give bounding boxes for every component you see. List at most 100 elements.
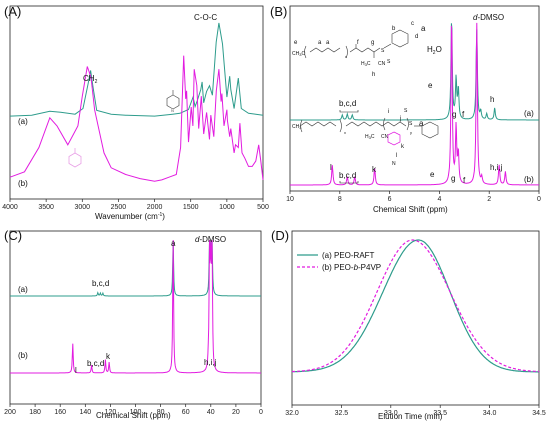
svg-text:l: l	[396, 153, 397, 159]
legend-label-peo-b-p4vp: (b) PEO-b-P4VP	[322, 263, 381, 272]
panel-b-dmso-label: d-DMSO	[473, 13, 504, 22]
panel-b-x-tick-label: 0	[537, 196, 541, 203]
svg-text:e: e	[294, 40, 298, 46]
panel-d-x-tick-label: 32.0	[285, 410, 299, 417]
svg-text:k: k	[401, 144, 405, 150]
panel-c-hij-label: h,i,j	[204, 358, 217, 367]
panel-c-x-tick-label: 180	[29, 409, 41, 416]
panel-b-peak-e2-label: e	[430, 170, 435, 179]
panel-a-pyridine-icon-left	[68, 148, 82, 168]
panel-a-x-tick-label: 500	[257, 204, 269, 211]
svg-text:y: y	[410, 130, 412, 135]
panel-b-peak-g-a-label: g	[452, 110, 456, 119]
panel-b-series-b-label: (b)	[524, 175, 534, 184]
panel-a-xlabel: Wavenumber (cm-1)	[95, 212, 165, 221]
panel-b-peak-hij-label: h,i,j	[490, 163, 503, 172]
panel-a-series-a-label: (a)	[18, 117, 28, 126]
panel-b-frame	[289, 5, 540, 192]
panel-b-bcd-a-label: b,c,d	[339, 99, 356, 108]
panel-b-peak-e-label: e	[428, 81, 433, 90]
panel-c-bcd-b-label: b,c,d	[87, 359, 104, 368]
panel-a-x-tick-label: 2000	[147, 204, 163, 211]
panel-a-coc-label: C-O-C	[194, 13, 217, 22]
svg-text:x: x	[345, 54, 347, 59]
svg-text:f: f	[357, 40, 359, 46]
panel-c-series-b-line	[10, 239, 261, 374]
panel-a-spectra	[9, 22, 264, 182]
svg-text:S: S	[387, 59, 391, 65]
panel-b-bcd-b-label: b,c,d	[339, 171, 356, 180]
panel-b-series-a-line	[290, 23, 539, 121]
svg-text:CH3O: CH3O	[292, 51, 305, 57]
panel-b-peak-a-label: a	[421, 24, 426, 33]
legend-label-peo-raft: (a) PEO-RAFT	[322, 251, 375, 260]
svg-text:d: d	[415, 34, 418, 40]
panel-c: (C) 200 180 160 140 120 100 80 60 40 20 0 Chemical…	[4, 228, 263, 420]
panel-a-x-tick-label: 2500	[111, 204, 127, 211]
panel-a-frame	[9, 5, 264, 200]
svg-text:H3C: H3C	[361, 61, 371, 67]
panel-c-label: (C)	[4, 228, 22, 243]
panel-c-peak-l-label: l	[75, 366, 77, 375]
panel-a-pyridine-icon-right: N	[166, 90, 180, 113]
panel-c-x-tick-label: 140	[79, 409, 91, 416]
panel-b-x-tick-label: 8	[338, 196, 342, 203]
panel-d-x-tick-label: 33.5	[433, 410, 447, 417]
panel-a-x-tick-label: 1500	[183, 204, 199, 211]
svg-text:N: N	[171, 108, 174, 113]
panel-b-xlabel: Chemical Shift (ppm)	[373, 205, 448, 214]
svg-text:j: j	[399, 116, 401, 122]
panel-b-x-tick-label: 10	[286, 196, 294, 203]
panel-a-x-tick-label: 1000	[219, 204, 235, 211]
svg-text:c: c	[411, 21, 414, 27]
panel-c-dmso-label: d-DMSO	[195, 235, 226, 244]
panel-c-x-tick-label: 100	[130, 409, 142, 416]
panel-b-label: (B)	[270, 4, 287, 19]
panel-b-series-a-label: (a)	[524, 109, 534, 118]
panel-c-x-tick-label: 80	[157, 409, 165, 416]
panel-a-series-a-line	[9, 22, 264, 117]
svg-text:a: a	[318, 40, 322, 46]
panel-b-peak-g2-label: g	[451, 174, 455, 183]
svg-text:x: x	[344, 130, 346, 135]
panel-b-x-tick-label: 6	[388, 196, 392, 203]
panel-d-curve-a	[291, 239, 539, 373]
panel-b-spectra	[290, 22, 539, 186]
panel-d-xlabel: Elution Time (min)	[378, 412, 443, 421]
panel-c-x-tick-label: 120	[105, 409, 117, 416]
panel-d-frame	[291, 230, 540, 406]
svg-text:S: S	[381, 48, 385, 54]
panel-b-x-ticks: 10 8 6 4 2 0	[286, 191, 541, 203]
panel-b-structure-peo-raft: e a a f g b c d h CH3O x H3C CN S S	[292, 21, 418, 78]
panel-c-x-ticks: 200 180 160 140 120 100 80 60 40 20 0	[4, 404, 263, 416]
panel-c-series-b-label: (b)	[18, 351, 28, 360]
panel-c-series-a-label: (a)	[18, 285, 28, 294]
svg-text:CN: CN	[381, 134, 389, 140]
panel-c-xlabel: Chemical Shift (ppm)	[96, 411, 171, 420]
panel-a-label: (A)	[4, 4, 21, 19]
panel-b-peak-a2-label: a	[419, 119, 424, 128]
panel-d-x-tick-label: 34.5	[532, 410, 546, 417]
svg-text:b: b	[392, 26, 396, 32]
svg-text:N: N	[392, 161, 396, 167]
panel-d-label: (D)	[271, 228, 289, 243]
panel-d-x-tick-label: 33.0	[384, 410, 398, 417]
panel-c-x-tick-label: 160	[54, 409, 66, 416]
panel-c-series-a-line	[10, 240, 261, 297]
panel-c-peak-k-label: k	[106, 352, 111, 361]
panel-b-bcd-b-bracket	[339, 181, 359, 184]
panel-d-x-ticks: 32.0 32.5 33.0 33.5 34.0 34.5	[285, 405, 546, 417]
panel-b-h2o-label: H2O	[427, 45, 442, 56]
panel-a-x-tick-label: 4000	[2, 204, 18, 211]
panel-c-x-tick-label: 20	[232, 409, 240, 416]
svg-text:S: S	[409, 121, 413, 127]
panel-b-x-tick-label: 4	[437, 196, 441, 203]
panel-a-x-tick-label: 3500	[38, 204, 54, 211]
panel-d-curves	[291, 239, 539, 373]
panel-b-bcd-a-bracket	[339, 110, 359, 113]
panel-b-peak-f2-label: f	[463, 176, 466, 185]
panel-c-x-tick-label: 0	[259, 409, 263, 416]
svg-text:a: a	[326, 40, 330, 46]
panel-a: (A) 4000 3500 3000 2500 2000 1500 1000 500 Wave…	[2, 4, 269, 221]
panel-d-x-tick-label: 34.0	[483, 410, 497, 417]
